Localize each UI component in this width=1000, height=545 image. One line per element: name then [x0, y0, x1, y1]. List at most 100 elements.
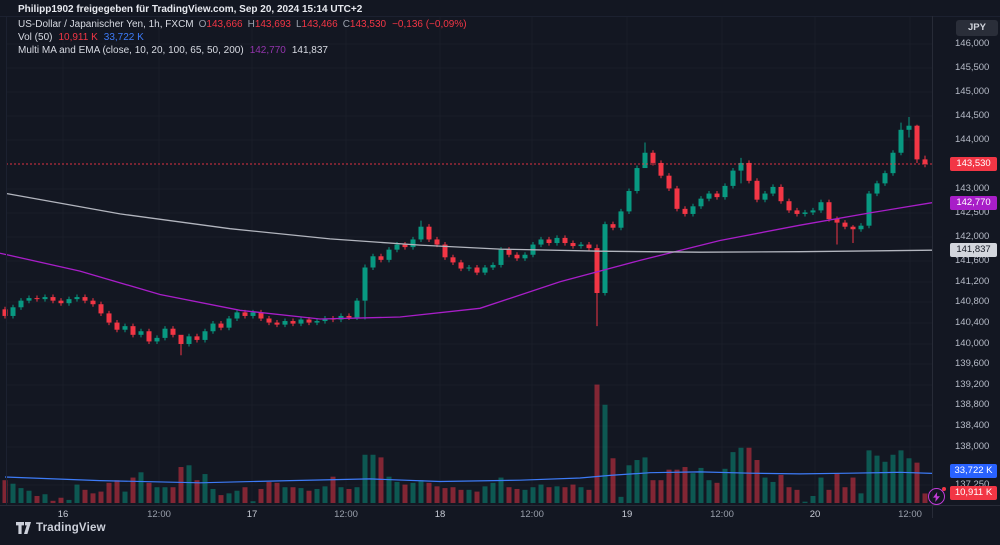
volume-bar — [914, 462, 920, 503]
currency-toggle-button[interactable]: JPY — [956, 20, 998, 36]
candle — [594, 248, 600, 293]
volume-bar — [722, 468, 728, 503]
candle — [130, 326, 136, 335]
volume-bar — [546, 487, 552, 503]
volume-bar — [554, 486, 560, 503]
candle — [586, 244, 592, 249]
price-axis-label: 142,000 — [955, 231, 990, 242]
candle — [682, 208, 688, 214]
candle — [538, 239, 544, 245]
tradingview-brand-text: TradingView — [36, 522, 106, 534]
volume-bar — [874, 455, 880, 503]
volume-bar — [66, 499, 72, 503]
volume-bar — [210, 488, 216, 503]
volume-bar — [82, 489, 88, 503]
candle — [602, 224, 608, 293]
volume-bar — [354, 487, 360, 503]
volume-bar — [866, 450, 872, 503]
price-axis-label: 140,000 — [955, 338, 990, 349]
candle — [810, 210, 816, 213]
volume-bar — [162, 487, 168, 503]
price-axis-label: 146,000 — [955, 38, 990, 49]
candle — [826, 202, 832, 220]
candle — [378, 256, 384, 260]
attribution-bar: Philipp1902 freigegeben für TradingView.… — [0, 0, 1000, 16]
candle — [290, 321, 296, 324]
candle — [554, 237, 560, 244]
legend-ma-purple-value: 142,770 — [249, 45, 286, 56]
candle — [58, 300, 64, 304]
candle — [202, 331, 208, 340]
candle — [834, 219, 840, 223]
candle — [242, 312, 248, 316]
volume-bar — [266, 481, 272, 503]
candle — [666, 175, 672, 189]
lightning-button[interactable] — [928, 487, 946, 505]
volume-bar — [730, 452, 736, 503]
candle — [730, 170, 736, 186]
volume-bar — [314, 488, 320, 503]
legend-close-value: 143,530 — [349, 19, 387, 30]
candle — [546, 239, 552, 244]
candle — [218, 323, 224, 328]
volume-bar — [178, 467, 184, 503]
candle — [786, 201, 792, 211]
volume-bar — [290, 487, 296, 503]
volume-bar — [394, 481, 400, 503]
lightning-icon — [933, 491, 940, 502]
volume-bar — [826, 489, 832, 503]
volume-bar — [170, 487, 176, 503]
volume-bar — [434, 486, 440, 503]
candle — [106, 313, 112, 323]
volume-bar — [90, 493, 96, 503]
volume-bar — [498, 477, 504, 503]
candle — [458, 262, 464, 269]
candle — [690, 206, 696, 214]
volume-bar — [538, 484, 544, 503]
tradingview-logo-link[interactable]: TradingView — [16, 519, 106, 537]
candle — [18, 300, 24, 308]
candle — [802, 212, 808, 214]
candle — [714, 193, 720, 198]
volume-bar — [586, 489, 592, 503]
candle — [354, 300, 360, 318]
volume-bar — [802, 501, 808, 503]
candle — [890, 152, 896, 174]
volume-bar — [114, 480, 120, 503]
price-axis-border — [932, 16, 933, 518]
candle — [170, 328, 176, 335]
price-axis-label: 139,200 — [955, 379, 990, 390]
volume-bar — [658, 480, 664, 503]
candle — [842, 222, 848, 227]
volume-bar — [130, 477, 136, 503]
volume-bar — [378, 457, 384, 503]
volume-bar — [890, 454, 896, 503]
candle — [722, 185, 728, 198]
time-axis-label: 19 — [621, 509, 633, 520]
volume-bar — [274, 482, 280, 503]
legend-volume-row[interactable]: Vol (50) 10,911 K 33,722 K — [18, 32, 467, 44]
volume-bar — [146, 482, 152, 503]
legend-ma-row[interactable]: Multi MA and EMA (close, 10, 20, 100, 65… — [18, 45, 467, 57]
candle — [234, 312, 240, 319]
candle — [490, 264, 496, 268]
purple-ma-badge: 142,770 — [950, 196, 997, 210]
price-axis-label: 145,500 — [955, 62, 990, 73]
tradingview-logo-icon — [16, 521, 31, 534]
price-axis-label: 137,250 — [955, 479, 990, 490]
price-axis-label: 144,500 — [955, 110, 990, 121]
pane-left-border — [6, 16, 7, 505]
volume-bar — [618, 496, 624, 503]
volume-bar — [2, 480, 8, 503]
volume-bar — [602, 404, 608, 503]
volume-bar — [674, 469, 680, 503]
legend-high-value: 143,693 — [254, 19, 291, 30]
candle — [114, 322, 120, 330]
volume-bar — [474, 491, 480, 503]
legend-symbol-row[interactable]: US-Dollar / Japanischer Yen, 1h, FXCM O14… — [18, 19, 467, 31]
volume-bar — [218, 495, 224, 503]
volume-bar — [298, 488, 304, 503]
candle — [410, 239, 416, 248]
volume-ma-line — [4, 471, 933, 484]
